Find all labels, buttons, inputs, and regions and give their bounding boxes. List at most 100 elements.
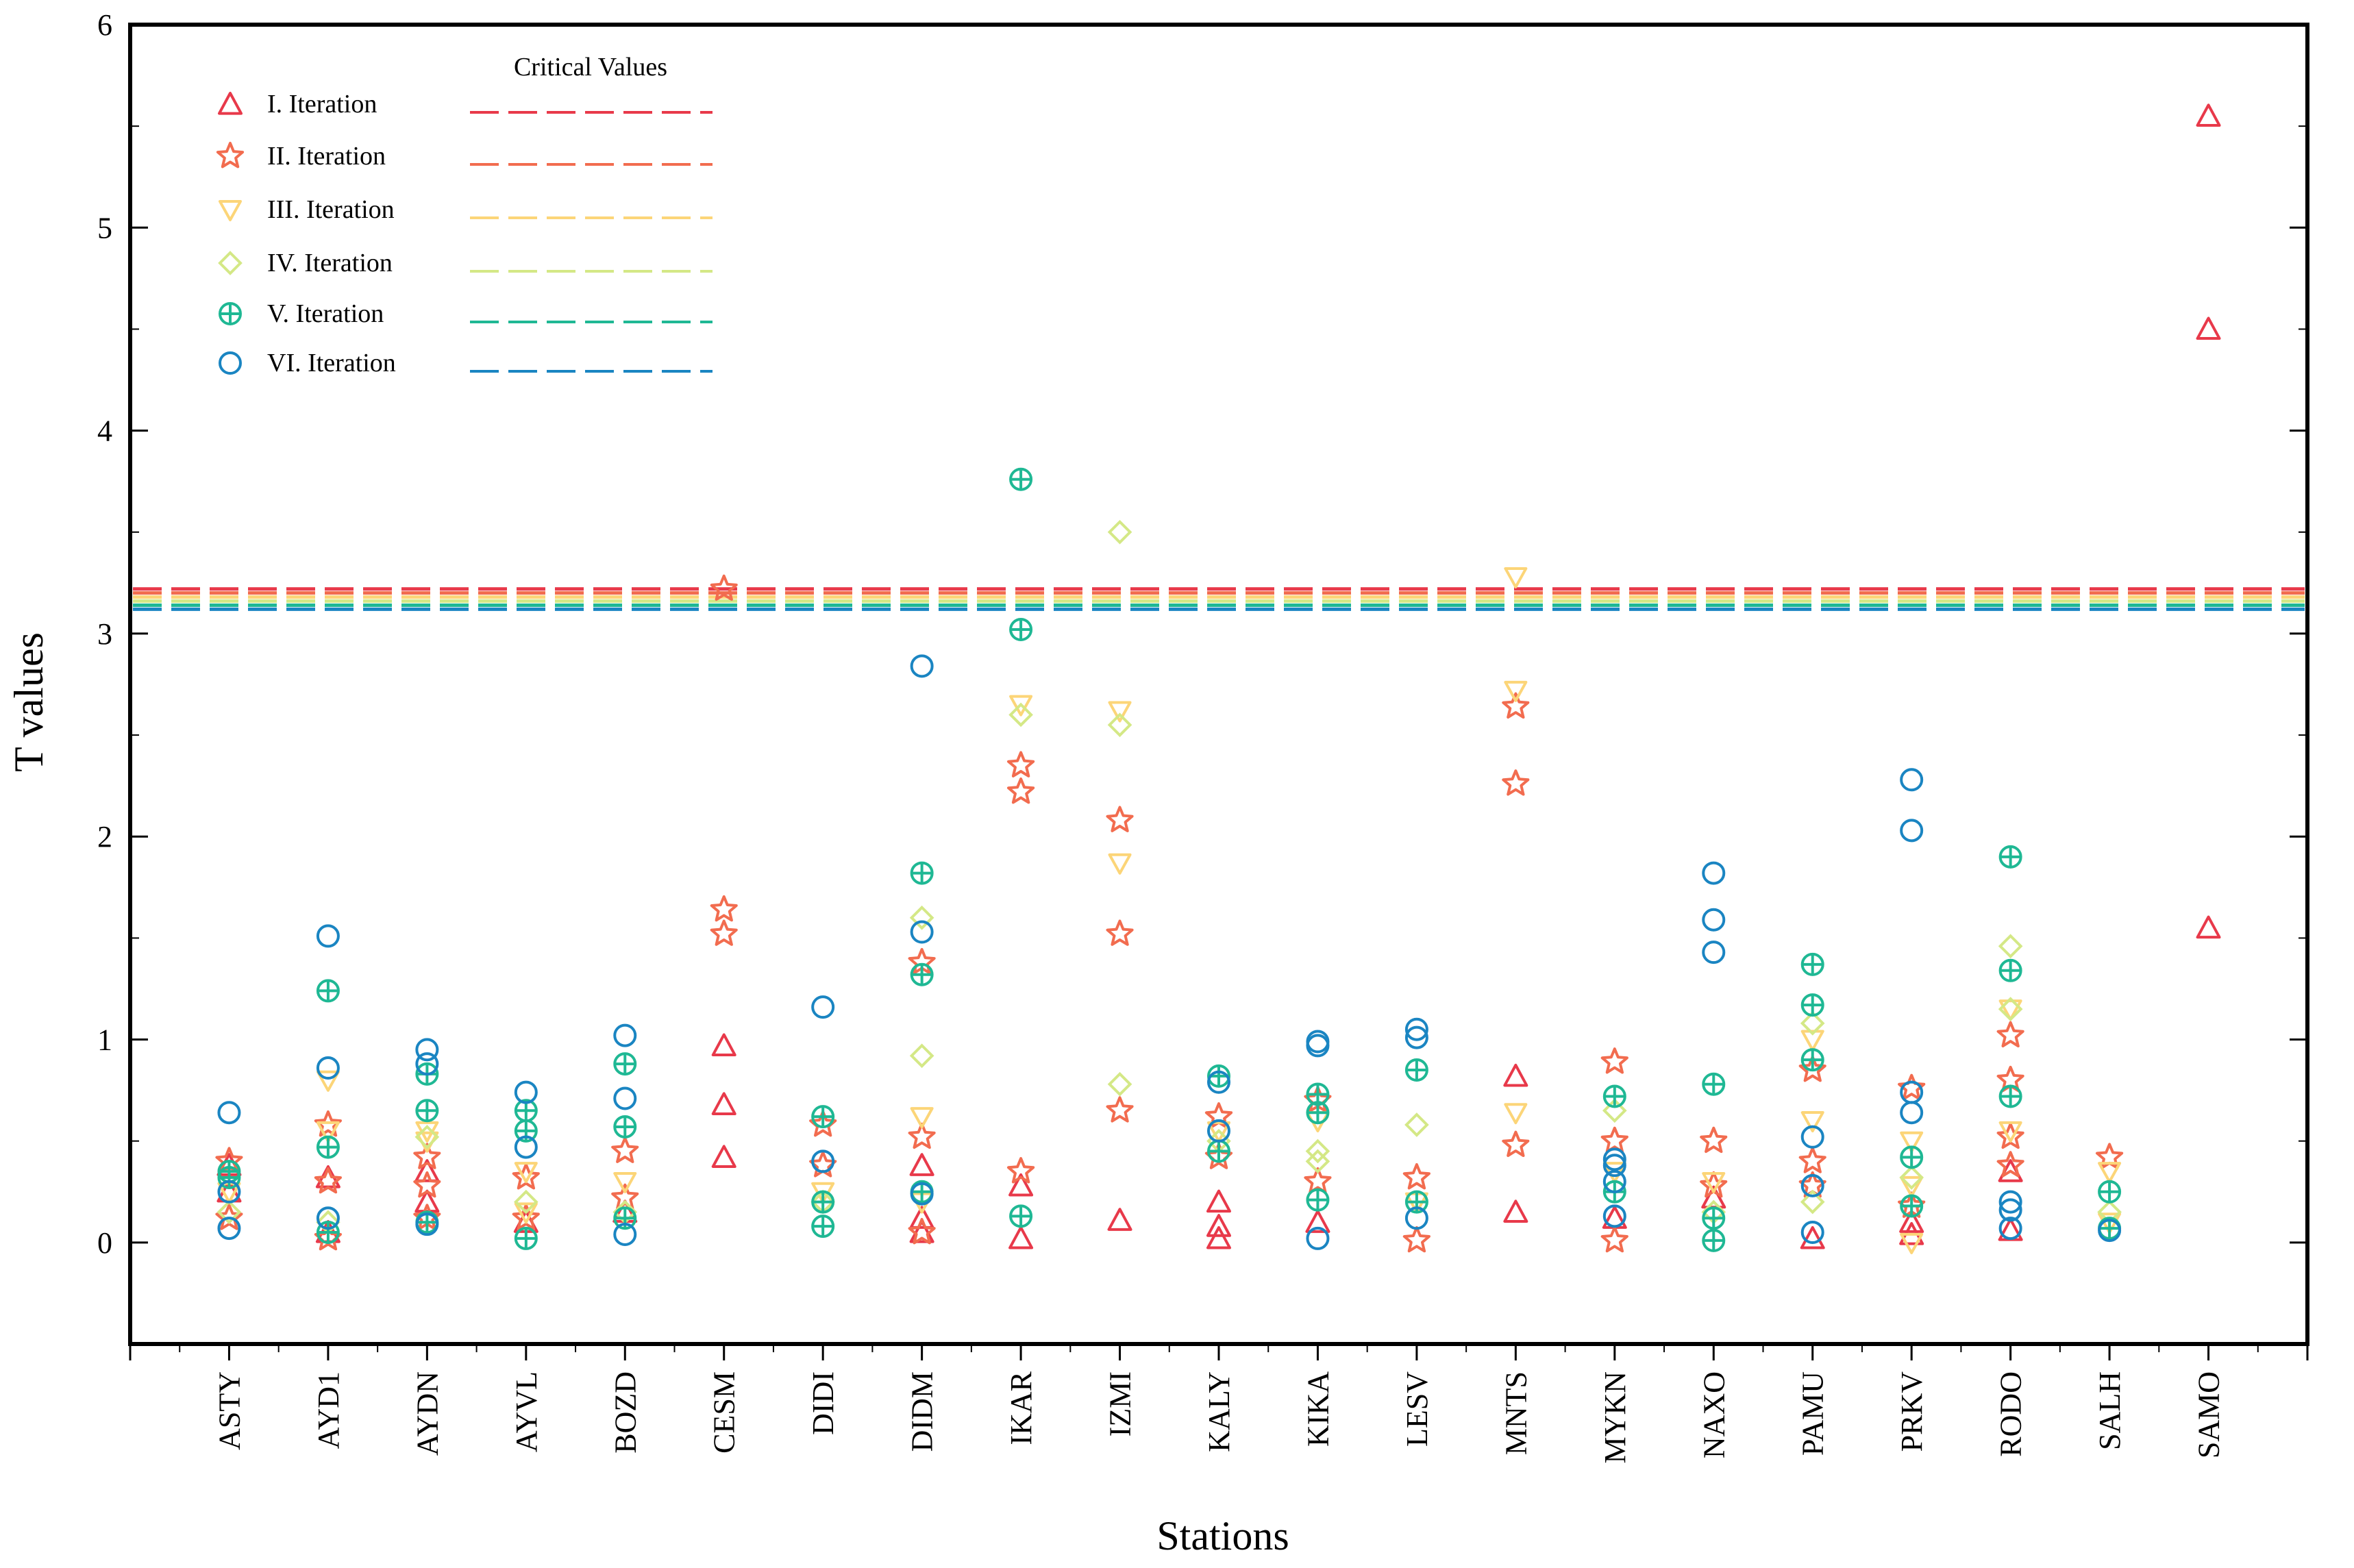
data-point xyxy=(811,1105,835,1129)
data-point xyxy=(1106,1096,1134,1123)
data-point xyxy=(1305,1210,1330,1233)
data-point xyxy=(2098,1162,2122,1184)
data-point xyxy=(1998,934,2023,959)
data-point xyxy=(1800,952,1824,976)
data-point xyxy=(909,1220,934,1243)
data-point xyxy=(910,920,934,944)
data-point xyxy=(1008,1225,1034,1249)
data-point xyxy=(1007,777,1035,804)
legend-marker xyxy=(219,351,242,375)
series-4 xyxy=(216,519,2122,1235)
data-point xyxy=(1602,1084,1626,1108)
axis-ticks: 0 1 2 3 4 5 6 ASTY AYD1 AYDN AYVL BOZD CESM DIDI DIDM I… xyxy=(97,8,2309,1463)
data-point xyxy=(1106,806,1134,832)
data-point xyxy=(1900,1101,1924,1125)
y-tick-label: 6 xyxy=(97,8,112,42)
x-tick-label: IZMI xyxy=(1104,1371,1137,1436)
data-point xyxy=(413,1143,441,1169)
legend-label: I. Iteration xyxy=(267,90,377,119)
data-point xyxy=(316,1206,340,1230)
data-point xyxy=(710,895,738,922)
data-point xyxy=(1996,1021,2024,1047)
data-point xyxy=(1106,919,1134,946)
data-point xyxy=(1402,1225,1430,1253)
data-point xyxy=(1009,695,1033,717)
data-point xyxy=(1900,1232,1924,1254)
y-tick-label: 1 xyxy=(97,1023,112,1057)
data-point xyxy=(1305,1138,1330,1164)
x-tick-label: SAMO xyxy=(2192,1371,2226,1458)
data-point xyxy=(1800,1189,1825,1215)
data-point xyxy=(1998,999,2022,1021)
data-point xyxy=(1702,1171,1726,1193)
data-point xyxy=(1800,1011,1825,1036)
data-point xyxy=(613,1086,637,1110)
data-point xyxy=(1998,845,2022,869)
data-point xyxy=(1998,958,2022,982)
legend-marker xyxy=(218,251,243,275)
x-tick-label: MNTS xyxy=(1499,1371,1533,1455)
data-point xyxy=(1998,1217,2022,1241)
x-tick-label: RODO xyxy=(1994,1371,2028,1457)
data-point xyxy=(1007,751,1035,777)
data-point xyxy=(316,1221,340,1245)
data-point xyxy=(1404,1190,1428,1214)
data-point xyxy=(1008,1173,1034,1197)
data-point xyxy=(415,1052,439,1076)
data-point xyxy=(1900,768,1924,792)
data-point xyxy=(1206,1189,1231,1213)
x-tick-label: DIDI xyxy=(806,1371,840,1435)
data-point xyxy=(514,1080,538,1104)
data-point xyxy=(1009,1204,1033,1228)
data-point xyxy=(1504,567,1528,588)
x-tick-label: LESV xyxy=(1400,1371,1434,1447)
data-point xyxy=(316,1121,340,1143)
data-point xyxy=(1600,1047,1628,1074)
data-point xyxy=(1602,1154,1626,1178)
x-axis-title: Stations xyxy=(1156,1513,1289,1558)
x-tick-label: DIDM xyxy=(906,1371,939,1452)
data-point xyxy=(1899,1165,1924,1190)
data-point xyxy=(908,1122,936,1149)
series-5 xyxy=(217,467,2122,1252)
data-point xyxy=(1800,1111,1824,1133)
data-point xyxy=(1008,702,1033,727)
data-point xyxy=(710,919,738,946)
data-point xyxy=(1800,1125,1824,1149)
data-point xyxy=(1306,1034,1330,1058)
x-tick-label: KALY xyxy=(1202,1371,1236,1452)
data-point xyxy=(613,1171,637,1193)
data-point xyxy=(1602,1098,1627,1123)
data-point xyxy=(1504,680,1528,702)
data-point xyxy=(1007,1157,1035,1184)
data-point xyxy=(1899,1210,1924,1233)
x-tick-label: SALH xyxy=(2093,1371,2127,1450)
data-point xyxy=(711,1145,736,1168)
data-point xyxy=(1702,1072,1726,1096)
x-tick-label: AYD1 xyxy=(312,1371,345,1449)
data-point xyxy=(1900,819,1924,843)
data-point xyxy=(1702,941,1726,965)
data-point xyxy=(1798,1147,1826,1173)
data-point xyxy=(1108,701,1132,723)
data-point xyxy=(217,1217,241,1241)
data-point xyxy=(1107,519,1132,545)
data-point xyxy=(1207,1139,1230,1163)
data-point xyxy=(1504,1103,1528,1125)
data-point xyxy=(1702,1206,1726,1230)
data-point xyxy=(910,654,934,678)
legend-marker xyxy=(219,200,242,221)
data-point xyxy=(2196,316,2221,340)
data-point xyxy=(910,962,934,986)
data-point xyxy=(1800,1048,1824,1072)
critical-lines xyxy=(133,587,2305,611)
data-point xyxy=(1996,1122,2024,1149)
data-point xyxy=(910,1182,934,1206)
data-point xyxy=(711,1092,736,1115)
data-point xyxy=(413,1171,441,1198)
data-point xyxy=(613,1222,637,1246)
data-point xyxy=(1998,1121,2022,1143)
data-point xyxy=(1009,467,1033,491)
data-point xyxy=(1898,1073,1926,1100)
data-point xyxy=(1702,861,1726,885)
